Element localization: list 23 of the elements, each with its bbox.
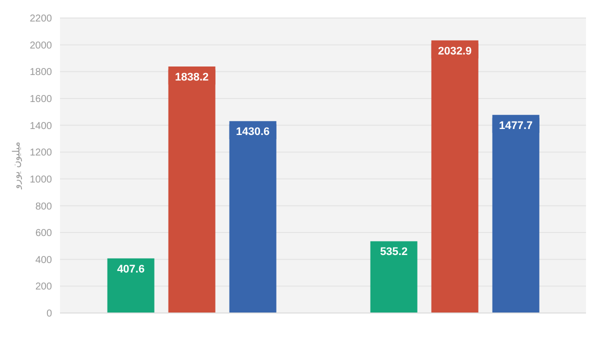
y-tick-label: 1000 [30,174,52,186]
y-tick-label: 1400 [30,120,52,132]
bar [431,40,478,313]
y-tick-label: 2200 [30,14,52,25]
y-tick-label: 600 [35,228,52,240]
y-tick-label: 800 [35,201,52,212]
y-tick-label: 0 [46,308,52,320]
data-label: 1477.7 [499,120,533,132]
bar [229,121,276,313]
data-label: 1430.6 [236,126,270,138]
y-tick-label: 1800 [30,67,52,78]
data-label: 535.2 [380,246,408,258]
bar [168,66,216,313]
y-tick-label: 400 [35,254,52,266]
data-label: 1838.2 [175,72,209,84]
y-tick-label: 1600 [30,94,52,106]
y-tick-label: 200 [35,282,52,293]
data-label: 407.6 [117,263,145,276]
y-tick-label: 2000 [30,40,52,52]
y-tick-label: 1200 [30,148,52,159]
data-label: 2032.9 [438,45,472,58]
bar [492,114,540,313]
y-axis-title: میلیون یورو [12,142,23,190]
